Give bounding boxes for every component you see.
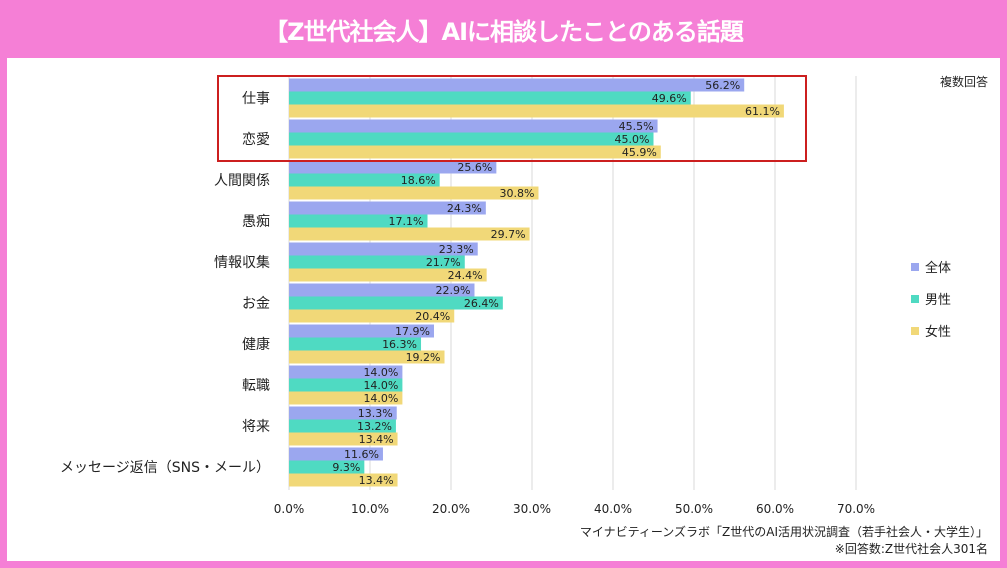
bar-全体 (289, 324, 434, 338)
bar-全体 (289, 447, 383, 461)
data-label: 61.1% (745, 105, 780, 118)
category-label: お金 (242, 296, 270, 312)
data-label: 22.9% (436, 284, 471, 297)
chart-title: 【Z世代社会人】AIに相談したことのある話題 (264, 17, 744, 46)
bar-女性 (289, 473, 398, 487)
bar-女性 (289, 104, 784, 118)
data-label: 23.3% (439, 243, 474, 256)
bar-女性 (289, 350, 445, 364)
legend-swatch (911, 263, 919, 271)
data-label: 24.4% (448, 269, 483, 282)
x-tick-label: 30.0% (513, 502, 551, 516)
data-label: 29.7% (491, 228, 526, 241)
data-label: 13.4% (359, 474, 394, 487)
data-label: 13.2% (357, 420, 392, 433)
bar-全体 (289, 406, 397, 420)
data-label: 56.2% (705, 79, 740, 92)
bar-女性 (289, 186, 539, 200)
source-label: マイナビティーンズラボ「Z世代のAI活用状況調査（若手社会人・大学生）」 (580, 524, 988, 539)
bar-男性 (289, 296, 503, 310)
category-label: 将来 (242, 419, 270, 435)
bar-全体 (289, 365, 403, 379)
bar-男性 (289, 214, 428, 228)
data-label: 49.6% (652, 92, 687, 105)
data-label: 17.9% (395, 325, 430, 338)
bar-女性 (289, 309, 455, 323)
bar-女性 (289, 391, 403, 405)
bar-男性 (289, 132, 654, 146)
data-label: 25.6% (457, 161, 492, 174)
bar-全体 (289, 119, 658, 133)
x-tick-label: 20.0% (432, 502, 470, 516)
category-label: 恋愛 (242, 131, 270, 148)
data-label: 26.4% (464, 297, 499, 310)
bar-全体 (289, 201, 486, 215)
data-label: 21.7% (426, 256, 461, 269)
legend-swatch (911, 327, 919, 335)
category-label: 愚痴 (242, 214, 270, 230)
bar-男性 (289, 91, 691, 105)
data-label: 14.0% (363, 392, 398, 405)
note-label: 複数回答 (940, 74, 988, 89)
legend-label: 全体 (925, 260, 951, 276)
bar-男性 (289, 255, 465, 269)
bar-女性 (289, 268, 487, 282)
category-label: 情報収集 (214, 254, 270, 271)
data-label: 45.5% (619, 120, 654, 133)
bar-全体 (289, 160, 497, 174)
data-label: 19.2% (406, 351, 441, 364)
data-label: 11.6% (344, 448, 379, 461)
data-label: 14.0% (363, 379, 398, 392)
data-label: 14.0% (363, 366, 398, 379)
bar-男性 (289, 460, 365, 474)
highlight-box (217, 75, 807, 162)
data-label: 30.8% (500, 187, 535, 200)
x-tick-label: 10.0% (351, 502, 389, 516)
category-label: 健康 (242, 336, 270, 353)
x-tick-label: 50.0% (675, 502, 713, 516)
category-label: 転職 (242, 378, 270, 394)
data-label: 13.4% (359, 433, 394, 446)
category-label: 人間関係 (214, 173, 270, 189)
legend-swatch (911, 295, 919, 303)
bar-全体 (289, 242, 478, 256)
x-tick-label: 40.0% (594, 502, 632, 516)
bar-男性 (289, 173, 440, 187)
bar-全体 (289, 78, 745, 92)
category-label: 仕事 (242, 91, 270, 107)
bar-女性 (289, 227, 530, 241)
bar-男性 (289, 337, 422, 351)
bar-女性 (289, 145, 661, 159)
data-label: 24.3% (447, 202, 482, 215)
data-label: 17.1% (389, 215, 424, 228)
data-label: 13.3% (358, 407, 393, 420)
legend-label: 女性 (925, 324, 951, 340)
data-label: 9.3% (332, 461, 360, 474)
bar-男性 (289, 419, 396, 433)
bar-男性 (289, 378, 403, 392)
x-tick-label: 70.0% (837, 502, 875, 516)
data-label: 18.6% (401, 174, 436, 187)
data-label: 20.4% (415, 310, 450, 323)
x-tick-label: 0.0% (274, 502, 305, 516)
bar-女性 (289, 432, 398, 446)
respondents-label: ※回答数:Z世代社会人301名 (835, 541, 988, 556)
category-label: メッセージ返信（SNS・メール） (60, 460, 270, 476)
data-label: 45.9% (622, 146, 657, 159)
legend-label: 男性 (925, 293, 951, 308)
data-label: 16.3% (382, 338, 417, 351)
bar-全体 (289, 283, 475, 297)
data-label: 45.0% (615, 133, 650, 146)
x-tick-label: 60.0% (756, 502, 794, 516)
